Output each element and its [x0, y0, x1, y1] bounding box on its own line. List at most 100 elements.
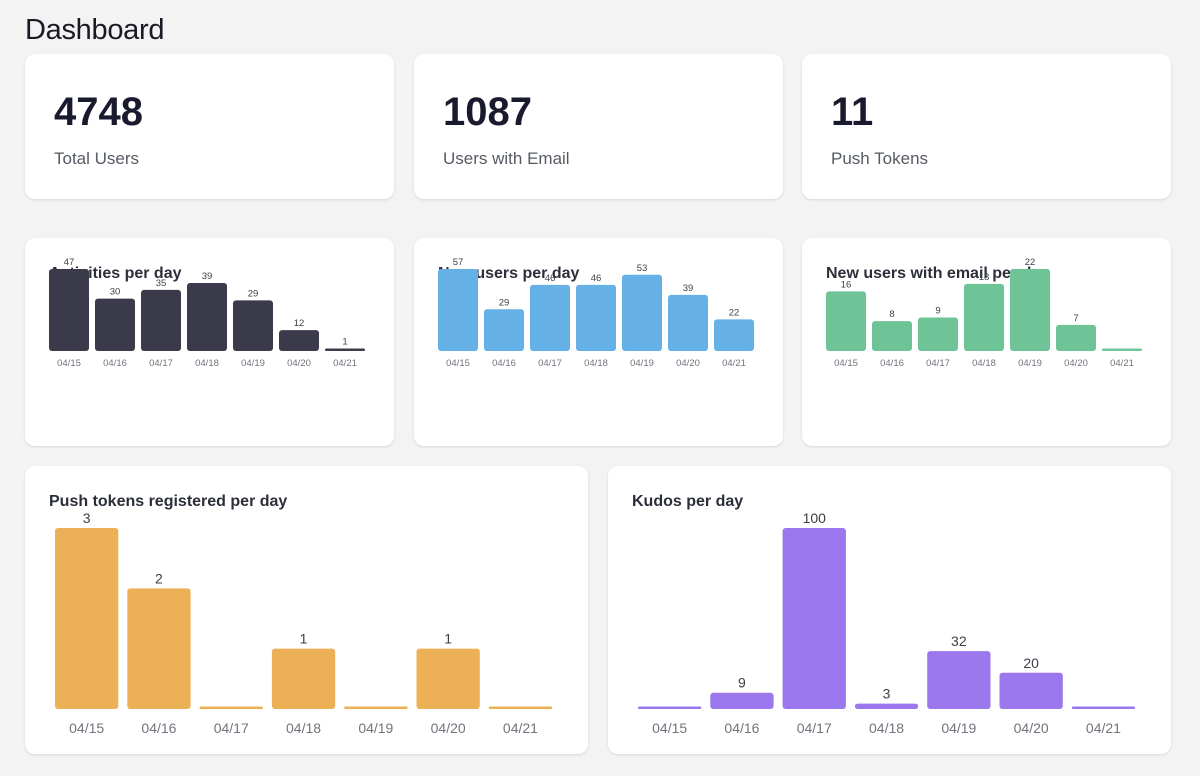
bar-value-label: 9	[935, 305, 940, 316]
stat-card-users-with-email: 1087 Users with Email	[414, 54, 783, 199]
bar	[918, 317, 958, 351]
x-tick-label: 04/21	[503, 720, 538, 736]
bar	[999, 672, 1063, 709]
bar-chart: 57 04/15 29 04/16 46 04/17 46 04/18 53 04/19 39 04/…	[438, 257, 754, 369]
bar-value-label: 7	[1073, 313, 1078, 324]
x-tick-label: 04/15	[57, 358, 81, 369]
x-tick-label: 04/21	[722, 358, 746, 369]
bar-value-label: 1	[342, 337, 347, 348]
bar	[964, 283, 1004, 351]
stat-card-push-tokens: 11 Push Tokens	[802, 54, 1171, 199]
x-tick-label: 04/18	[972, 358, 996, 369]
bar-value-label: 8	[889, 309, 894, 320]
x-tick-label: 04/16	[724, 720, 759, 736]
x-tick-label: 04/20	[1064, 358, 1088, 369]
bar	[187, 282, 227, 351]
bar-value-label: 3	[883, 686, 891, 702]
bar-value-label: 18	[979, 272, 990, 283]
x-tick-label: 04/17	[149, 358, 173, 369]
stat-label: Total Users	[54, 149, 140, 168]
bar	[927, 651, 991, 709]
bar-value-label: 29	[499, 297, 510, 308]
bar	[782, 528, 846, 709]
bar-value-label: 16	[841, 279, 852, 290]
bar	[1010, 269, 1050, 351]
page-title: Dashboard	[25, 14, 165, 46]
bar-value-label: 1	[300, 631, 308, 647]
chart-card-new-users-email: New users with email per day 16 04/15 8 04/…	[802, 238, 1171, 446]
x-tick-label: 04/16	[141, 720, 176, 736]
bar	[95, 298, 135, 351]
bar-chart: 16 04/15 8 04/16 9 04/17 18 04/18 22 04/19 7 04/20 0…	[826, 257, 1142, 369]
x-tick-label: 04/20	[1014, 720, 1049, 736]
bar	[638, 706, 702, 709]
bar-value-label: 39	[202, 271, 213, 282]
x-tick-label: 04/21	[333, 358, 357, 369]
chart-card-push-tokens: Push tokens registered per day 3 04/15 2 04…	[25, 466, 588, 754]
chart-card-activities: Activities per day 47 04/15 30 04/16 35 04/17…	[25, 238, 394, 446]
stat-value: 1087	[443, 90, 532, 134]
bar	[488, 706, 553, 709]
bar	[49, 269, 89, 351]
bar-value-label: 100	[803, 510, 827, 526]
x-tick-label: 04/17	[926, 358, 950, 369]
stat-label: Push Tokens	[831, 149, 929, 168]
x-tick-label: 04/20	[287, 358, 311, 369]
chart-title: New users with email per day	[826, 265, 1050, 282]
chart-card-new-users: New users per day 57 04/15 29 04/16 46 04/17 4…	[414, 238, 783, 446]
bar-value-label: 22	[1025, 257, 1036, 268]
x-tick-label: 04/15	[446, 358, 470, 369]
bar	[127, 588, 191, 709]
bar-chart: 04/15 9 04/16 100 04/17 3 04/18 32 04/19 20 04/20 0…	[638, 510, 1136, 736]
bar	[714, 319, 754, 351]
bar	[710, 692, 774, 709]
bar-value-label: 47	[64, 257, 75, 268]
x-tick-label: 04/17	[538, 358, 562, 369]
bar	[344, 706, 408, 709]
x-tick-label: 04/18	[869, 720, 904, 736]
x-tick-label: 04/16	[880, 358, 904, 369]
x-tick-label: 04/18	[584, 358, 608, 369]
stat-value: 4748	[54, 90, 143, 134]
chart-title: Kudos per day	[632, 493, 744, 510]
bar	[576, 284, 616, 351]
bar	[199, 706, 263, 709]
bar-value-label: 46	[591, 273, 602, 284]
x-tick-label: 04/20	[431, 720, 466, 736]
x-tick-label: 04/17	[214, 720, 249, 736]
bar	[271, 648, 336, 709]
bar	[141, 289, 181, 351]
bar-value-label: 35	[156, 278, 167, 289]
x-tick-label: 04/15	[652, 720, 687, 736]
x-tick-label: 04/18	[195, 358, 219, 369]
x-tick-label: 04/19	[241, 358, 265, 369]
bar-value-label: 9	[738, 675, 746, 691]
bar-value-label: 2	[155, 570, 163, 586]
bar	[325, 348, 365, 351]
stat-card-total-users: 4748 Total Users	[25, 54, 394, 199]
bar	[1056, 324, 1096, 351]
x-tick-label: 04/21	[1110, 358, 1134, 369]
bar	[1071, 706, 1136, 709]
bar	[1102, 348, 1142, 351]
bar	[233, 300, 273, 351]
x-tick-label: 04/19	[630, 358, 654, 369]
bar-value-label: 57	[453, 257, 464, 268]
x-tick-label: 04/16	[103, 358, 127, 369]
bar	[530, 284, 570, 351]
x-tick-label: 04/19	[1018, 358, 1042, 369]
x-tick-label: 04/15	[834, 358, 858, 369]
bar-value-label: 30	[110, 287, 121, 298]
x-tick-label: 04/20	[676, 358, 700, 369]
bar	[279, 330, 319, 351]
bar-value-label: 1	[444, 631, 452, 647]
stat-label: Users with Email	[443, 149, 570, 168]
x-tick-label: 04/19	[358, 720, 393, 736]
bar	[854, 703, 919, 709]
bar-value-label: 12	[294, 318, 305, 329]
bar-value-label: 39	[683, 283, 694, 294]
bar	[484, 309, 524, 351]
bar	[826, 291, 866, 351]
bar-value-label: 53	[637, 263, 648, 274]
chart-title: Push tokens registered per day	[49, 493, 288, 510]
